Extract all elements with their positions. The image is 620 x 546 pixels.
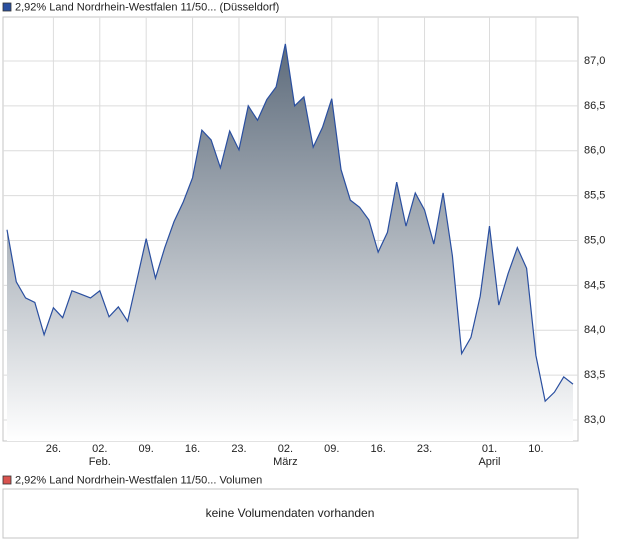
x-tick-label: 09. bbox=[139, 443, 154, 455]
y-tick-label: 85,5 bbox=[584, 190, 605, 202]
month-label: März bbox=[273, 456, 297, 468]
legend-swatch bbox=[2, 2, 12, 12]
month-label: Feb. bbox=[89, 456, 111, 468]
y-tick-label: 86,5 bbox=[584, 100, 605, 112]
legend-label: 2,92% Land Nordrhein-Westfalen 11/50... … bbox=[15, 1, 279, 13]
y-tick-label: 87,0 bbox=[584, 55, 605, 67]
x-tick-label: 16. bbox=[370, 443, 385, 455]
y-tick-label: 85,0 bbox=[584, 234, 605, 246]
legend-swatch bbox=[2, 475, 12, 485]
y-tick-label: 83,0 bbox=[584, 414, 605, 426]
area bbox=[7, 43, 573, 442]
month-label: April bbox=[478, 456, 500, 468]
x-tick-label: 26. bbox=[46, 443, 61, 455]
y-tick-label: 86,0 bbox=[584, 145, 605, 157]
x-tick-label: 23. bbox=[231, 443, 246, 455]
x-tick-label: 02. bbox=[278, 443, 293, 455]
volume-message: keine Volumendaten vorhanden bbox=[206, 506, 375, 520]
y-tick-label: 84,0 bbox=[584, 324, 605, 336]
line bbox=[6, 43, 574, 403]
x-tick-label: 09. bbox=[324, 443, 339, 455]
legend-label: 2,92% Land Nordrhein-Westfalen 11/50... … bbox=[15, 474, 262, 486]
x-tick-label: 10. bbox=[528, 443, 543, 455]
y-tick-label: 84,5 bbox=[584, 279, 605, 291]
x-tick-label: 23. bbox=[417, 443, 432, 455]
x-tick-label: 16. bbox=[185, 443, 200, 455]
volume-frame bbox=[2, 488, 579, 539]
x-tick-label: 02. bbox=[92, 443, 107, 455]
y-tick-label: 83,5 bbox=[584, 369, 605, 381]
x-tick-label: 01. bbox=[482, 443, 497, 455]
